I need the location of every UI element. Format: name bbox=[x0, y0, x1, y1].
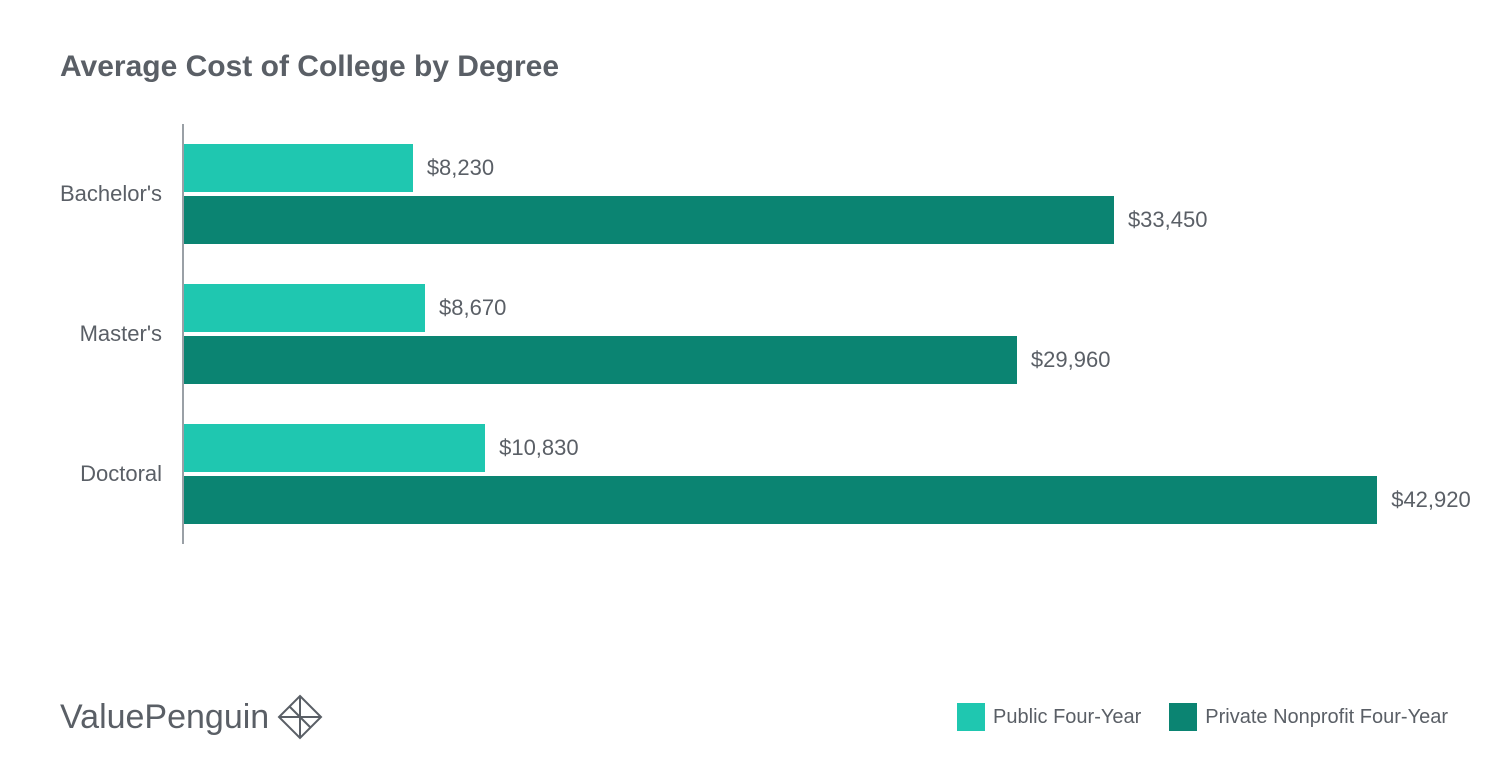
legend-item-public: Public Four-Year bbox=[957, 703, 1141, 731]
bar-row: $42,920 bbox=[184, 476, 1471, 524]
bar bbox=[184, 424, 485, 472]
legend: Public Four-Year Private Nonprofit Four-… bbox=[957, 703, 1448, 731]
y-label: Bachelor's bbox=[60, 124, 162, 264]
bar-row: $8,670 bbox=[184, 284, 1471, 332]
bar-value-label: $10,830 bbox=[499, 435, 579, 461]
bar bbox=[184, 196, 1114, 244]
bar-row: $8,230 bbox=[184, 144, 1471, 192]
chart-footer: ValuePenguin Public Four-Year Private No… bbox=[60, 694, 1448, 740]
y-axis-labels: Bachelor's Master's Doctoral bbox=[60, 124, 182, 544]
bar bbox=[184, 476, 1377, 524]
bar bbox=[184, 336, 1017, 384]
bar bbox=[184, 284, 425, 332]
legend-label: Public Four-Year bbox=[993, 706, 1141, 729]
bar-group: $8,670 $29,960 bbox=[184, 264, 1471, 404]
bar bbox=[184, 144, 413, 192]
chart-area: Bachelor's Master's Doctoral $8,230 $33,4… bbox=[60, 124, 1448, 544]
y-label: Master's bbox=[60, 264, 162, 404]
bar-group: $10,830 $42,920 bbox=[184, 404, 1471, 544]
bar-row: $29,960 bbox=[184, 336, 1471, 384]
legend-swatch bbox=[957, 703, 985, 731]
legend-label: Private Nonprofit Four-Year bbox=[1205, 706, 1448, 729]
chart-container: Average Cost of College by Degree Bachel… bbox=[0, 0, 1508, 634]
brand-name: ValuePenguin bbox=[60, 698, 269, 737]
bar-row: $33,450 bbox=[184, 196, 1471, 244]
chart-title: Average Cost of College by Degree bbox=[60, 50, 1448, 84]
bar-group: $8,230 $33,450 bbox=[184, 124, 1471, 264]
bar-value-label: $8,230 bbox=[427, 155, 494, 181]
legend-item-private: Private Nonprofit Four-Year bbox=[1169, 703, 1448, 731]
bar-value-label: $42,920 bbox=[1391, 487, 1471, 513]
bar-value-label: $33,450 bbox=[1128, 207, 1208, 233]
bar-value-label: $29,960 bbox=[1031, 347, 1111, 373]
plot-area: $8,230 $33,450 $8,670 $29,960 $10,830 $42,920 bbox=[182, 124, 1471, 544]
bar-row: $10,830 bbox=[184, 424, 1471, 472]
penguin-diamond-icon bbox=[277, 694, 323, 740]
y-label: Doctoral bbox=[60, 404, 162, 544]
bar-value-label: $8,670 bbox=[439, 295, 506, 321]
brand-logo: ValuePenguin bbox=[60, 694, 323, 740]
legend-swatch bbox=[1169, 703, 1197, 731]
